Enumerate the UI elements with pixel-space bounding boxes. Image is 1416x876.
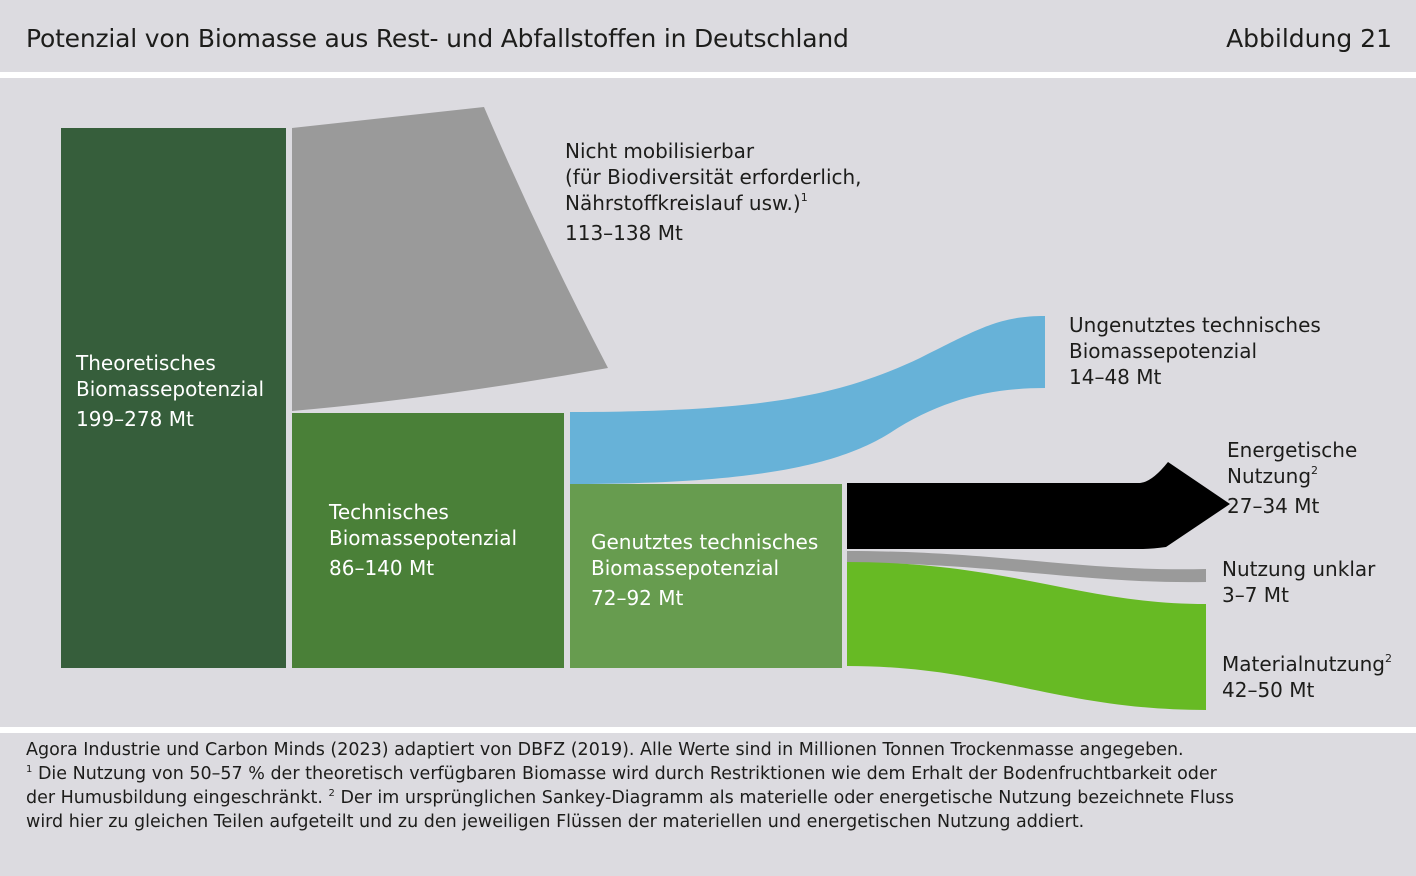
label-technical-line1: Technisches bbox=[329, 500, 449, 524]
value-theoretical: 199–278 Mt bbox=[76, 407, 194, 431]
figure-header: Potenzial von Biomasse aus Rest- und Abf… bbox=[0, 0, 1416, 72]
header-divider bbox=[0, 72, 1416, 78]
label-unclear: Nutzung unklar 3–7 Mt bbox=[1222, 556, 1375, 608]
label-theoretical-line1: Theoretisches bbox=[76, 351, 216, 375]
footer-note1-text-cont: der Humusbildung eingeschränkt. bbox=[26, 788, 329, 808]
label-energetic-line1: Energetische bbox=[1227, 438, 1358, 462]
flow-unclear-use bbox=[847, 551, 1206, 583]
value-energetic: 27–34 Mt bbox=[1227, 494, 1320, 518]
footnote-marker-1: 1 bbox=[26, 764, 33, 775]
label-technical-line2: Biomassepotenzial bbox=[329, 526, 518, 550]
footer-divider bbox=[0, 727, 1416, 733]
figure-footer: Agora Industrie und Carbon Minds (2023) … bbox=[26, 738, 1396, 834]
footer-note2-text: Der im ursprünglichen Sankey-Diagramm al… bbox=[334, 788, 1235, 808]
footnote-marker: 2 bbox=[1311, 464, 1319, 477]
footnote-marker: 2 bbox=[1385, 652, 1392, 665]
footer-note1-text: Die Nutzung von 50–57 % der theoretisch … bbox=[32, 764, 1217, 784]
label-unclear-line1: Nutzung unklar bbox=[1222, 557, 1376, 581]
figure-number: Abbildung 21 bbox=[1226, 24, 1392, 53]
label-not-mobilizable-line2: (für Biodiversität erforderlich, bbox=[565, 165, 862, 189]
flow-material-use bbox=[847, 562, 1206, 710]
label-technical: Technisches Biomassepotenzial 86–140 Mt bbox=[329, 499, 517, 581]
node-theoretical bbox=[61, 128, 286, 668]
value-unused-technical: 14–48 Mt bbox=[1069, 365, 1162, 389]
footnote-marker-2: 2 bbox=[328, 788, 335, 799]
flow-not-mobilizable bbox=[292, 107, 608, 411]
footnote-marker: 1 bbox=[800, 191, 808, 204]
value-material: 42–50 Mt bbox=[1222, 678, 1315, 702]
label-used-technical: Genutztes technisches Biomassepotenzial … bbox=[591, 529, 818, 611]
sankey-diagram: Theoretisches Biomassepotenzial 199–278 … bbox=[0, 78, 1416, 727]
label-used-technical-line1: Genutztes technisches bbox=[591, 530, 819, 554]
footer-source: Agora Industrie und Carbon Minds (2023) … bbox=[26, 740, 1184, 760]
label-energetic: Energetische Nutzung2 27–34 Mt bbox=[1227, 437, 1357, 519]
figure-title: Potenzial von Biomasse aus Rest- und Abf… bbox=[26, 24, 849, 53]
node-used-technical bbox=[570, 484, 842, 668]
flow-energetic-use bbox=[847, 462, 1230, 549]
flow-unused-technical bbox=[570, 316, 1045, 484]
label-material-line1: Materialnutzung2 bbox=[1222, 651, 1392, 677]
label-unused-technical-line1: Ungenutztes technisches bbox=[1069, 313, 1321, 337]
node-technical bbox=[292, 413, 564, 668]
label-not-mobilizable-line3: Nährstoffkreislauf usw.)1 bbox=[565, 190, 862, 216]
label-theoretical: Theoretisches Biomassepotenzial 199–278 … bbox=[76, 350, 264, 432]
footer-note1-line1: 1 Die Nutzung von 50–57 % der theoretisc… bbox=[26, 762, 1396, 786]
footer-note2-line3: wird hier zu gleichen Teilen aufgeteilt … bbox=[26, 812, 1085, 832]
label-not-mobilizable-line1: Nicht mobilisierbar bbox=[565, 139, 755, 163]
label-not-mobilizable: Nicht mobilisierbar (für Biodiversität e… bbox=[565, 138, 862, 246]
footer-note-line2: der Humusbildung eingeschränkt. 2 Der im… bbox=[26, 786, 1396, 810]
label-material-line1-text: Materialnutzung bbox=[1222, 652, 1385, 676]
value-not-mobilizable: 113–138 Mt bbox=[565, 221, 683, 245]
label-material: Materialnutzung2 42–50 Mt bbox=[1222, 651, 1392, 703]
value-unclear: 3–7 Mt bbox=[1222, 583, 1289, 607]
label-used-technical-line2: Biomassepotenzial bbox=[591, 556, 780, 580]
label-energetic-line2-text: Nutzung bbox=[1227, 464, 1312, 488]
value-technical: 86–140 Mt bbox=[329, 556, 435, 580]
sankey-canvas bbox=[61, 107, 1230, 710]
label-not-mobilizable-line3-text: Nährstoffkreislauf usw.) bbox=[565, 191, 801, 215]
label-energetic-line2: Nutzung2 bbox=[1227, 463, 1357, 489]
value-used-technical: 72–92 Mt bbox=[591, 586, 684, 610]
label-theoretical-line2: Biomassepotenzial bbox=[76, 377, 265, 401]
label-unused-technical-line2: Biomassepotenzial bbox=[1069, 339, 1258, 363]
label-unused-technical: Ungenutztes technisches Biomassepotenzia… bbox=[1069, 312, 1321, 390]
